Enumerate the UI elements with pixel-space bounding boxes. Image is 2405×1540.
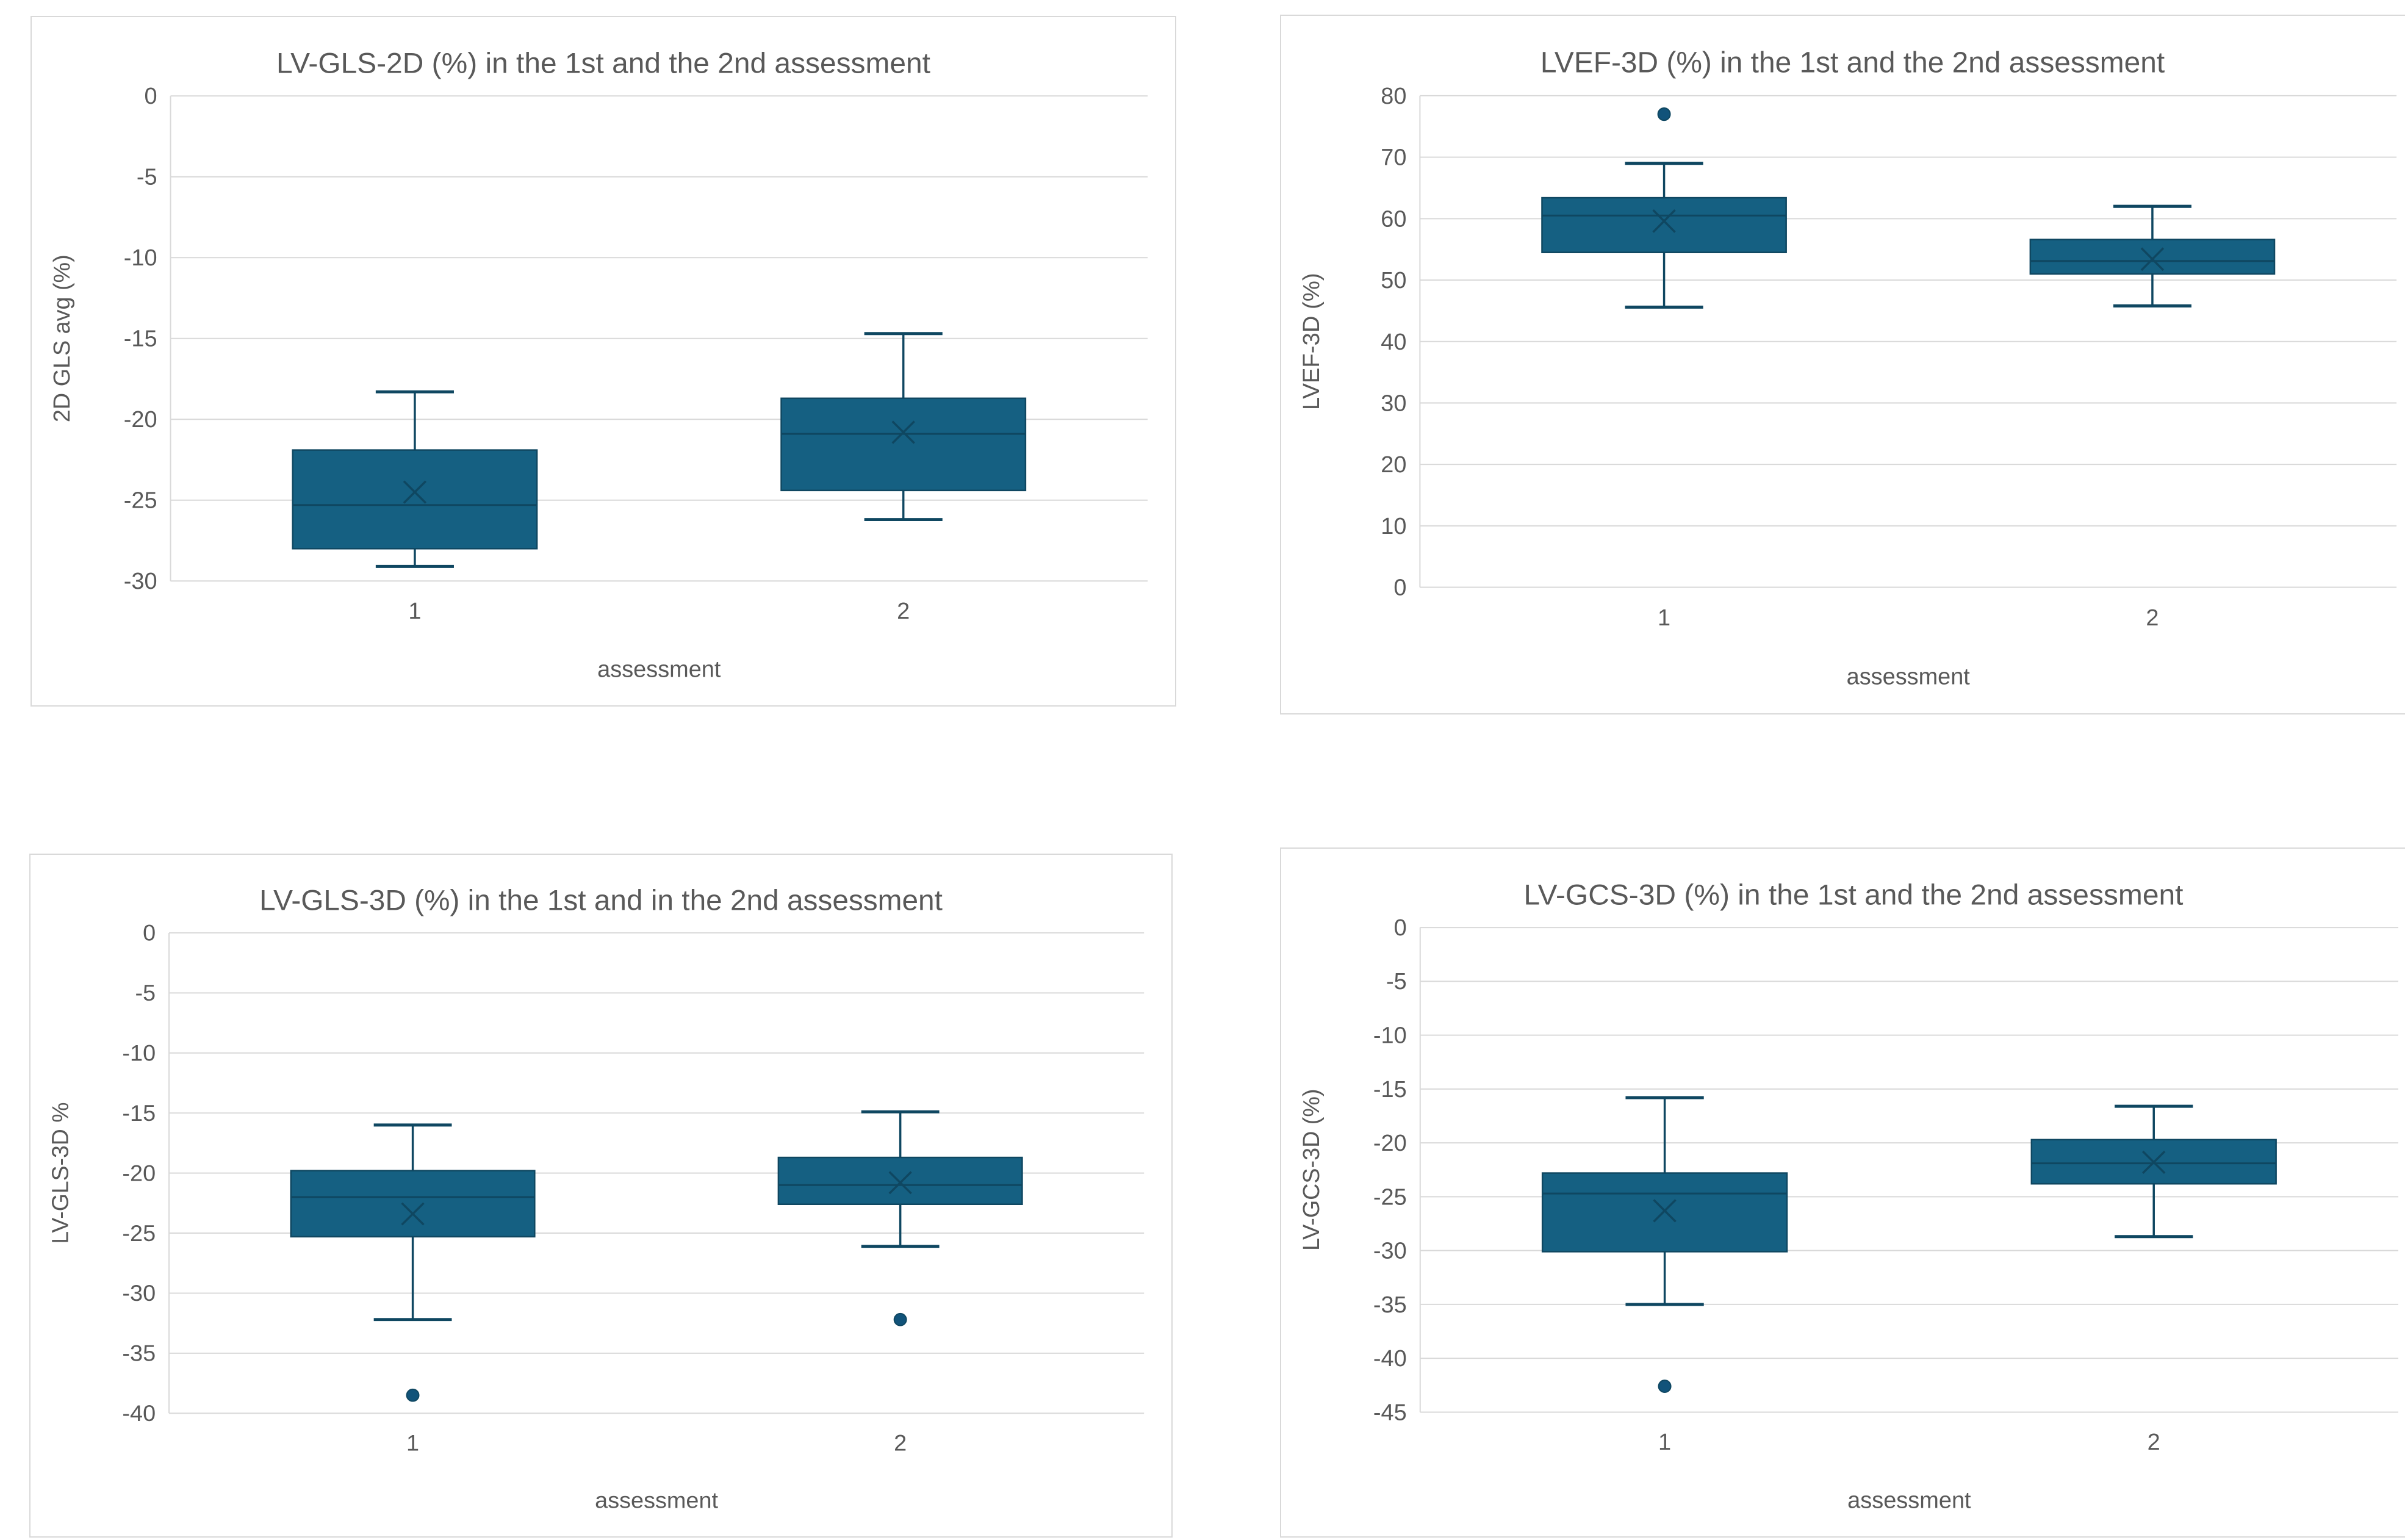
mean-marker — [403, 480, 427, 504]
y-axis-title: LV-GLS-3D % — [48, 1103, 73, 1244]
outlier-point — [406, 1388, 420, 1402]
boxplot-panel-lv-gcs-3d: 0 -5 -10 -15 -20 -25 -30 -35 -40 -45 1 2 LV-GCS-3D (… — [1280, 847, 2405, 1538]
y-tick-label: -45 — [1373, 1400, 1407, 1425]
y-tick-label: -35 — [122, 1340, 156, 1366]
y-tick-label: 80 — [1381, 84, 1406, 109]
y-tick-label: -30 — [122, 1280, 156, 1306]
boxplot-chart-lv-gls-3d: 0 -5 -10 -15 -20 -25 -30 -35 -40 1 2 LV-GLS-3D (%) … — [48, 885, 1145, 1513]
box — [292, 449, 538, 550]
x-axis-title: assessment — [1847, 1488, 1971, 1513]
y-tick-label: -15 — [124, 326, 157, 352]
y-tick-label: 40 — [1381, 329, 1406, 355]
category-label: 2 — [894, 1430, 907, 1455]
mean-marker — [2142, 1150, 2166, 1175]
category-label: 2 — [2148, 1430, 2160, 1455]
x-axis-title: assessment — [595, 1488, 718, 1513]
chart-title: LV-GLS-2D (%) in the 1st and the 2nd ass… — [276, 48, 930, 80]
y-tick-label: -25 — [1373, 1184, 1407, 1210]
y-tick-label: 50 — [1381, 268, 1406, 293]
y-tick-label: -5 — [137, 165, 157, 190]
y-tick-label: -10 — [1373, 1023, 1407, 1049]
category-label: 2 — [2146, 605, 2159, 631]
y-tick-label: -30 — [1373, 1239, 1407, 1264]
mean-marker — [401, 1202, 425, 1226]
box — [2029, 239, 2276, 275]
y-tick-label: -5 — [135, 980, 156, 1006]
category-label: 1 — [408, 599, 421, 624]
y-tick-label: -15 — [122, 1100, 156, 1126]
mean-marker — [891, 420, 915, 444]
box — [1541, 196, 1787, 253]
y-axis-title: 2D GLS avg (%) — [49, 254, 75, 422]
y-tick-label: 20 — [1381, 452, 1406, 478]
y-tick-label: 10 — [1381, 514, 1406, 539]
y-tick-label: -20 — [124, 407, 157, 433]
y-tick-label: 60 — [1381, 206, 1406, 232]
y-tick-label: -40 — [122, 1400, 156, 1426]
boxplot-panel-lvef-3d: 80 70 60 50 40 30 20 10 0 1 2 LVEF-3D (%) in the 1s… — [1280, 15, 2405, 714]
y-tick-label: -35 — [1373, 1292, 1407, 1318]
y-tick-label: -30 — [124, 569, 157, 594]
mean-marker — [1652, 209, 1676, 233]
x-axis-title: assessment — [1847, 664, 1971, 690]
x-axis-title: assessment — [597, 657, 721, 682]
y-tick-label: 70 — [1381, 145, 1406, 171]
y-tick-label: -40 — [1373, 1346, 1407, 1372]
category-label: 1 — [1658, 1430, 1671, 1455]
boxplot-chart-lv-gcs-3d: 0 -5 -10 -15 -20 -25 -30 -35 -40 -45 1 2 LV-GCS-3D (… — [1299, 879, 2399, 1513]
boxplot-panel-lv-gls-3d: 0 -5 -10 -15 -20 -25 -30 -35 -40 1 2 LV-GLS-3D (%) … — [29, 854, 1173, 1538]
outlier-point — [1658, 1380, 1672, 1394]
boxplot-panel-lv-gls-2d: 0 -5 -10 -15 -20 -25 -30 1 2 LV-GLS-2D (%) in the… — [31, 16, 1176, 707]
box — [1541, 1172, 1788, 1253]
y-axis-title: LV-GCS-3D (%) — [1299, 1089, 1325, 1251]
y-axis-title: LVEF-3D (%) — [1299, 273, 1325, 410]
mean-marker — [2140, 247, 2165, 272]
outlier-point — [1657, 107, 1671, 121]
chart-title: LV-GLS-3D (%) in the 1st and in the 2nd … — [259, 885, 943, 917]
mean-marker — [1653, 1199, 1677, 1223]
y-tick-label: 0 — [1394, 915, 1407, 941]
mean-marker — [888, 1171, 912, 1195]
chart-title: LVEF-3D (%) in the 1st and the 2nd asses… — [1540, 46, 2165, 79]
y-tick-label: -25 — [124, 488, 157, 514]
y-tick-label: 0 — [143, 920, 156, 946]
y-tick-label: -20 — [122, 1160, 156, 1186]
y-tick-label: 0 — [144, 84, 157, 109]
y-tick-label: -25 — [122, 1220, 156, 1246]
y-tick-label: -10 — [124, 245, 157, 271]
boxplot-chart-lv-gls-2d: 0 -5 -10 -15 -20 -25 -30 1 2 LV-GLS-2D (%) in the… — [49, 48, 1148, 682]
y-tick-label: 30 — [1381, 390, 1406, 416]
y-tick-label: 0 — [1393, 575, 1406, 600]
y-tick-label: -15 — [1373, 1077, 1407, 1103]
chart-title: LV-GCS-3D (%) in the 1st and the 2nd ass… — [1524, 879, 2184, 911]
y-tick-label: -20 — [1373, 1131, 1407, 1156]
y-tick-label: -10 — [122, 1040, 156, 1066]
box — [777, 1156, 1023, 1206]
category-label: 1 — [1658, 605, 1670, 631]
boxplot-chart-lvef-3d: 80 70 60 50 40 30 20 10 0 1 2 LVEF-3D (%) in the 1s… — [1299, 46, 2397, 690]
category-label: 1 — [406, 1430, 419, 1455]
box — [290, 1170, 536, 1238]
y-tick-label: -5 — [1386, 969, 1407, 995]
category-label: 2 — [897, 599, 910, 624]
box — [780, 397, 1027, 492]
outlier-point — [893, 1312, 907, 1326]
